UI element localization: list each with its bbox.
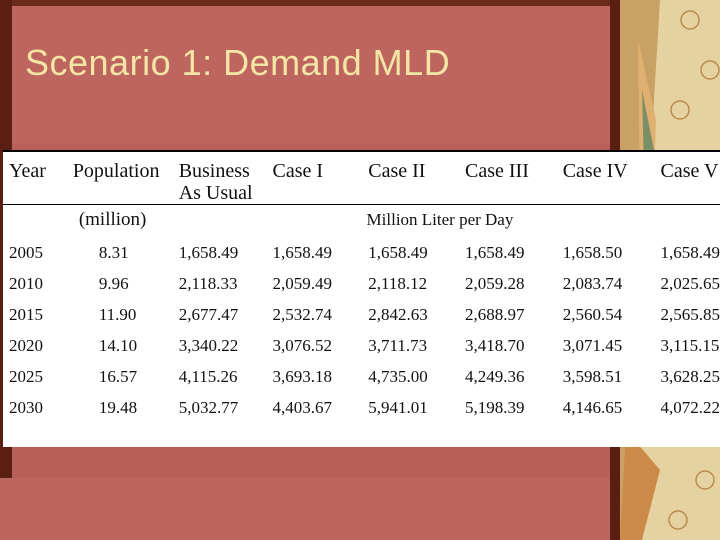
cell-case-1: 1,658.49 (272, 243, 333, 262)
cell-case-1: 3,076.52 (272, 336, 333, 355)
cell-case-1: 3,693.18 (272, 367, 333, 386)
cell-case-2: 4,735.00 (368, 367, 428, 386)
cell-business-as-usual: 5,032.77 (178, 398, 239, 417)
slide-title: Scenario 1: Demand MLD (25, 42, 451, 83)
col-header-case-3: Case III (465, 160, 529, 182)
cell-case-3: 4,249.36 (465, 367, 525, 386)
col-header-year: Year (9, 160, 46, 182)
cell-case-3: 2,059.28 (465, 274, 525, 293)
demand-table-panel: Year Population Business As Usual Case I… (3, 150, 720, 447)
cell-case-1: 2,059.49 (272, 274, 333, 293)
table-row: 2010 9.96 2,118.33 2,059.49 2,118.12 2,059.28… (3, 268, 720, 299)
cell-business-as-usual: 3,340.22 (178, 336, 239, 355)
title-area (12, 6, 612, 144)
table-row: 2025 16.57 4,115.26 3,693.18 4,735.00 4,249.3… (3, 361, 720, 392)
cell-case-4: 3,598.51 (562, 367, 623, 386)
cell-case-5: 2,025.65 (660, 274, 720, 293)
cell-population: 16.57 (98, 367, 138, 386)
top-shadow (0, 0, 720, 6)
bottom-band (0, 478, 628, 540)
cell-case-5: 4,072.22 (660, 398, 720, 417)
cell-case-5: 3,115.15 (660, 336, 720, 355)
table-subheader-row: (million) Million Liter per Day (3, 205, 720, 237)
cell-population: 14.10 (98, 336, 138, 355)
cell-business-as-usual: 4,115.26 (178, 367, 238, 386)
col-header-population: Population (72, 160, 160, 182)
table-row: 2005 8.31 1,658.49 1,658.49 1,658.49 1,658.49… (3, 237, 720, 268)
table-row: 2030 19.48 5,032.77 4,403.67 5,941.01 5,198.3… (3, 392, 720, 423)
col-header-case-2: Case II (368, 160, 426, 182)
cell-case-2: 2,118.12 (368, 274, 428, 293)
cell-business-as-usual: 2,118.33 (178, 274, 238, 293)
col-header-case-4: Case IV (562, 160, 628, 182)
cell-case-2: 1,658.49 (368, 243, 428, 262)
cell-population: 11.90 (98, 305, 137, 324)
cell-case-5: 1,658.49 (660, 243, 720, 262)
table-row: 2015 11.90 2,677.47 2,532.74 2,842.63 2,688.9… (3, 299, 720, 330)
cell-case-3: 5,198.39 (465, 398, 525, 417)
cell-year: 2010 (9, 274, 43, 293)
col-header-case-1: Case I (272, 160, 324, 182)
cell-case-2: 2,842.63 (368, 305, 428, 324)
cell-case-4: 4,146.65 (562, 398, 623, 417)
col-header-business-as-usual: Business As Usual (178, 160, 253, 204)
cell-case-3: 3,418.70 (465, 336, 525, 355)
cell-case-4: 3,071.45 (562, 336, 623, 355)
cell-year: 2015 (9, 305, 43, 324)
col-header-case-5: Case V (660, 160, 719, 182)
cell-case-3: 2,688.97 (465, 305, 525, 324)
cell-population: 9.96 (98, 274, 129, 293)
cell-population: 19.48 (98, 398, 138, 417)
cell-year: 2025 (9, 367, 43, 386)
cell-business-as-usual: 2,677.47 (178, 305, 239, 324)
subheader-empty (173, 205, 267, 237)
header-separator (3, 204, 720, 205)
cell-year: 2020 (9, 336, 43, 355)
cell-case-2: 3,711.73 (368, 336, 428, 355)
cell-year: 2030 (9, 398, 43, 417)
cell-case-1: 2,532.74 (272, 305, 333, 324)
cell-case-4: 2,560.54 (562, 305, 623, 324)
cell-case-5: 3,628.25 (660, 367, 720, 386)
table-row: 2020 14.10 3,340.22 3,076.52 3,711.73 3,418.7… (3, 330, 720, 361)
cell-case-2: 5,941.01 (368, 398, 428, 417)
cell-business-as-usual: 1,658.49 (178, 243, 239, 262)
cell-case-4: 1,658.50 (562, 243, 623, 262)
table-header-row: Year Population Business As Usual Case I… (3, 151, 720, 205)
cell-population: 8.31 (98, 243, 129, 262)
cell-year: 2005 (9, 243, 43, 262)
table-body: 2005 8.31 1,658.49 1,658.49 1,658.49 1,658.49… (3, 237, 720, 423)
cell-case-4: 2,083.74 (562, 274, 623, 293)
cell-case-1: 4,403.67 (272, 398, 333, 417)
cell-case-3: 1,658.49 (465, 243, 525, 262)
subheader-population-unit: (million) (78, 209, 147, 230)
demand-table: Year Population Business As Usual Case I… (3, 150, 720, 423)
subheader-cases-unit: Million Liter per Day (366, 210, 514, 229)
cell-case-5: 2,565.85 (660, 305, 720, 324)
subheader-empty (3, 205, 67, 237)
